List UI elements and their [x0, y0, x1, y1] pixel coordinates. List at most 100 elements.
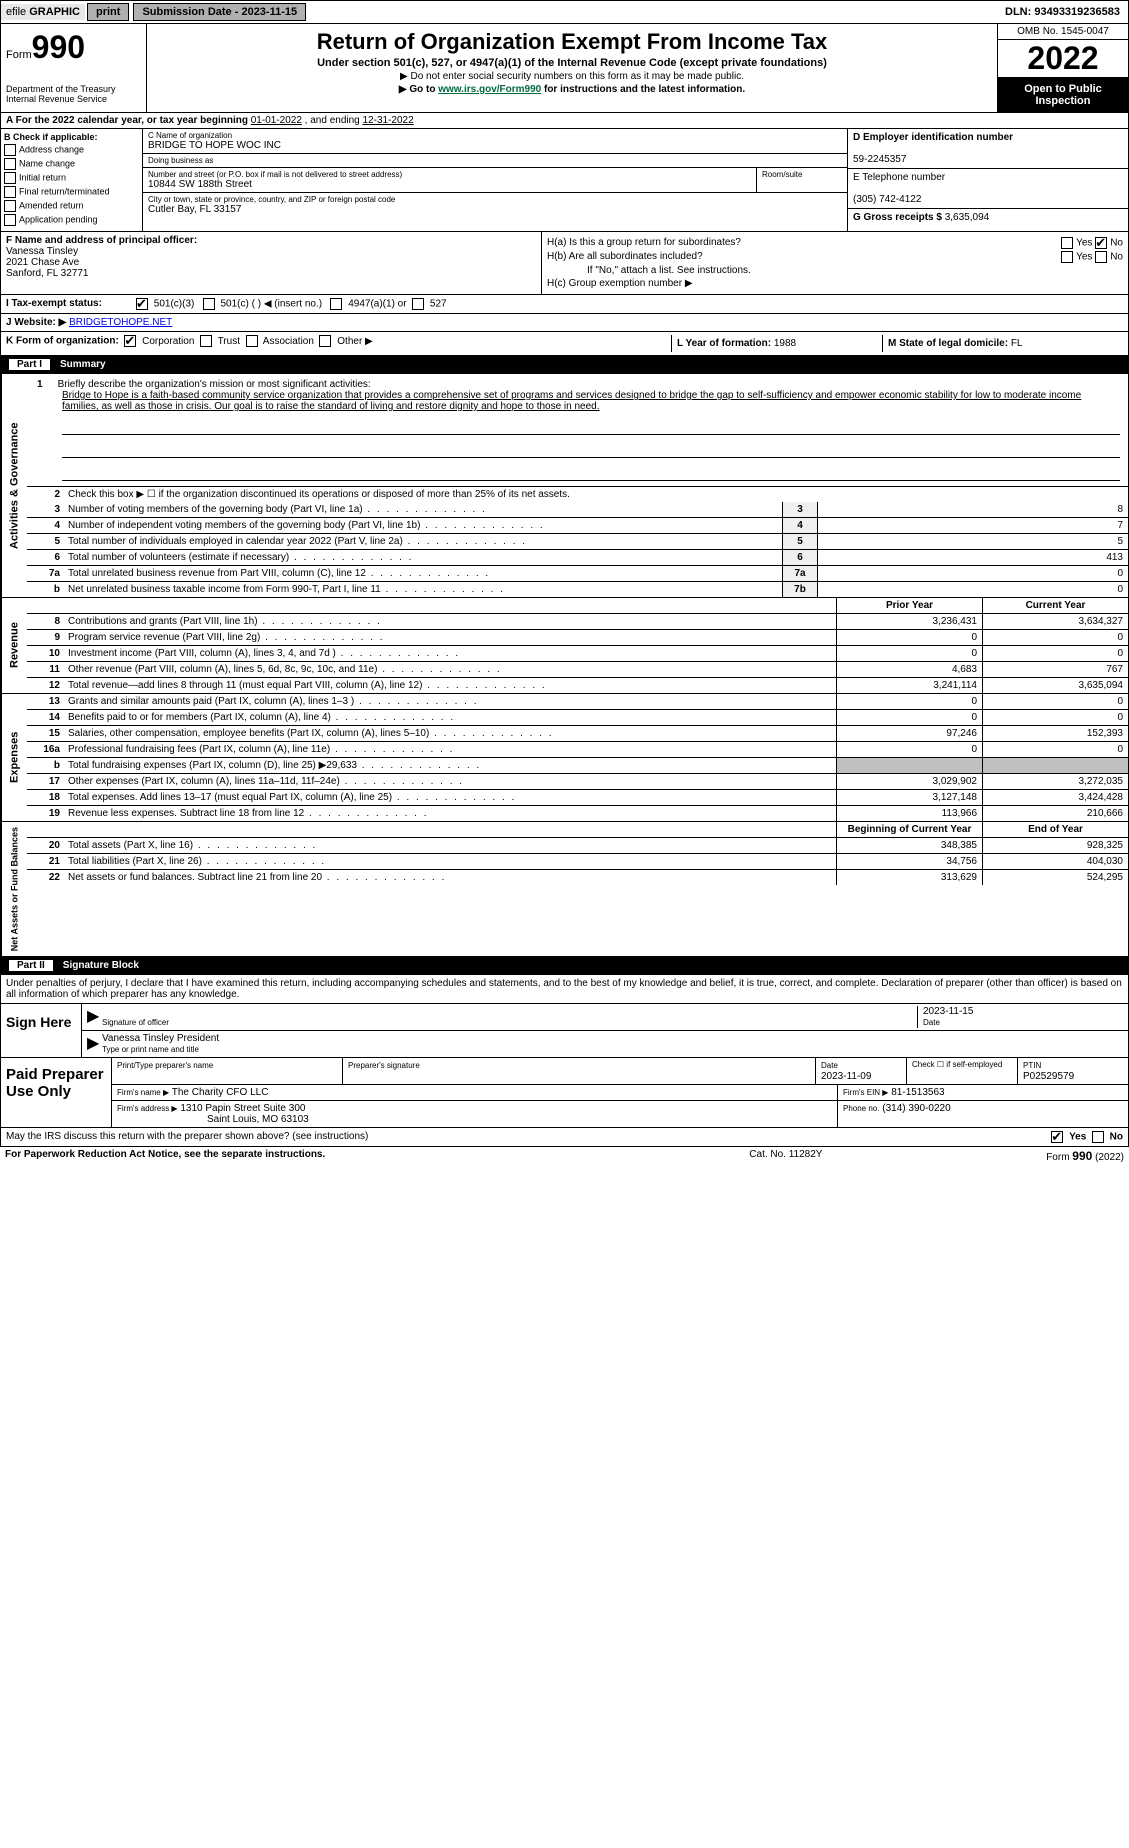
irs-link[interactable]: www.irs.gov/Form990: [438, 84, 541, 95]
k-trust[interactable]: Trust: [200, 336, 240, 347]
row-value: 5: [817, 534, 1128, 549]
pt-name-cell: Print/Type preparer's name: [112, 1058, 343, 1084]
k-other[interactable]: Other ▶: [319, 336, 372, 347]
row-desc: Program service revenue (Part VIII, line…: [65, 630, 836, 645]
hb-note: If "No," attach a list. See instructions…: [547, 265, 1123, 276]
current-year-value: 3,424,428: [982, 790, 1128, 805]
ha-yes[interactable]: Yes: [1061, 237, 1092, 249]
row-desc: Total unrelated business revenue from Pa…: [65, 566, 782, 581]
cb-address-change[interactable]: Address change: [4, 144, 139, 156]
row-box: 4: [782, 518, 817, 533]
row-num: 14: [27, 710, 65, 725]
form-title: Return of Organization Exempt From Incom…: [152, 29, 992, 55]
firm-ein-value: 81-1513563: [891, 1087, 944, 1098]
col-begin-year: Beginning of Current Year: [836, 822, 982, 837]
net-blank-num: [27, 822, 65, 837]
form-page-ref: Form 990 (2022): [1046, 1149, 1124, 1163]
current-year-value: 3,272,035: [982, 774, 1128, 789]
sign-here-label: Sign Here: [1, 1004, 82, 1057]
current-year-value: 0: [982, 646, 1128, 661]
k-corporation[interactable]: Corporation: [124, 336, 194, 347]
org-name-row: C Name of organization BRIDGE TO HOPE WO…: [143, 129, 847, 154]
sig-date-label: Date: [923, 1018, 940, 1027]
ha-no[interactable]: No: [1095, 237, 1123, 249]
m-state-domicile: M State of legal domicile: FL: [882, 335, 1123, 352]
i-501c3[interactable]: 501(c)(3): [136, 298, 194, 310]
k-association[interactable]: Association: [246, 336, 314, 347]
prior-year-value: 3,029,902: [836, 774, 982, 789]
hb-label: H(b) Are all subordinates included?: [547, 251, 1061, 263]
form-subtitle: Under section 501(c), 527, or 4947(a)(1)…: [152, 57, 992, 69]
efile-graphic: GRAPHIC: [29, 6, 80, 18]
ptin-cell: PTINP02529579: [1018, 1058, 1128, 1084]
row-desc: Other expenses (Part IX, column (A), lin…: [65, 774, 836, 789]
hb-row: H(b) Are all subordinates included? Yes …: [547, 251, 1123, 263]
cb-application-pending[interactable]: Application pending: [4, 214, 139, 226]
row-box: 7a: [782, 566, 817, 581]
i-4947[interactable]: 4947(a)(1) or: [330, 298, 406, 310]
firm-phone-cell: Phone no. (314) 390-0220: [838, 1101, 1128, 1127]
part-2-num: Part II: [9, 960, 53, 971]
table-row: 7a Total unrelated business revenue from…: [27, 566, 1128, 582]
prior-year-value: 3,241,114: [836, 678, 982, 693]
row-num: 15: [27, 726, 65, 741]
cb-name-change[interactable]: Name change: [4, 158, 139, 170]
table-row: 17 Other expenses (Part IX, column (A), …: [27, 774, 1128, 790]
pt-sig-label: Preparer's signature: [348, 1061, 420, 1070]
table-row: 10 Investment income (Part VIII, column …: [27, 646, 1128, 662]
ptin-value: P02529579: [1023, 1071, 1074, 1082]
prior-year-value: 3,236,431: [836, 614, 982, 629]
net-header: Beginning of Current Year End of Year: [27, 822, 1128, 838]
table-row: 4 Number of independent voting members o…: [27, 518, 1128, 534]
dept-treasury: Department of the Treasury Internal Reve…: [6, 84, 141, 104]
name-title-line: ▶ Vanessa Tinsley President Type or prin…: [82, 1031, 1128, 1057]
paid-preparer-label: Paid Preparer Use Only: [1, 1058, 111, 1127]
table-row: 18 Total expenses. Add lines 13–17 (must…: [27, 790, 1128, 806]
current-year-value: 0: [982, 742, 1128, 757]
q2-text: Check this box ▶ ☐ if the organization d…: [65, 487, 1128, 502]
table-row: 14 Benefits paid to or for members (Part…: [27, 710, 1128, 726]
i-501c[interactable]: 501(c) ( ) ◀ (insert no.): [203, 298, 322, 310]
row-num: 3: [27, 502, 65, 517]
k-form-org: K Form of organization: Corporation Trus…: [6, 335, 671, 352]
f-principal-officer: F Name and address of principal officer:…: [1, 232, 542, 294]
row-num: 18: [27, 790, 65, 805]
website-link[interactable]: BRIDGETOHOPE.NET: [69, 317, 172, 328]
page-footer: For Paperwork Reduction Act Notice, see …: [0, 1147, 1129, 1165]
part1-activities-governance: Activities & Governance 1Briefly describ…: [0, 374, 1129, 598]
q2-num: 2: [27, 487, 65, 502]
firm-name-line: Firm's name ▶ The Charity CFO LLC Firm's…: [112, 1085, 1128, 1101]
row-desc: Net assets or fund balances. Subtract li…: [65, 870, 836, 885]
discuss-no[interactable]: No: [1092, 1131, 1123, 1143]
city-row: City or town, state or province, country…: [143, 193, 847, 217]
side-tab-revenue: Revenue: [1, 598, 27, 693]
form-num-990: 990: [32, 29, 85, 65]
part1-revenue: Revenue Prior Year Current Year 8 Contri…: [0, 598, 1129, 694]
dept-line1: Department of the Treasury: [6, 84, 141, 94]
cb-final-return[interactable]: Final return/terminated: [4, 186, 139, 198]
row-desc: Contributions and grants (Part VIII, lin…: [65, 614, 836, 629]
sig-officer-label: Signature of officer: [102, 1018, 169, 1027]
part-1-title: Summary: [60, 359, 106, 370]
firm-addr1: 1310 Papin Street Suite 300: [180, 1103, 305, 1114]
efile-prefix: efile: [6, 6, 26, 18]
sig-date-value: 2023-11-15: [923, 1006, 973, 1017]
pt-self-employed[interactable]: Check ☐ if self-employed: [907, 1058, 1018, 1084]
ein-row: D Employer identification number 59-2245…: [848, 129, 1128, 169]
row-desc: Professional fundraising fees (Part IX, …: [65, 742, 836, 757]
hb-yes[interactable]: Yes: [1061, 251, 1092, 263]
cb-initial-return[interactable]: Initial return: [4, 172, 139, 184]
firm-addr2: Saint Louis, MO 63103: [207, 1114, 309, 1125]
l-value: 1988: [774, 338, 796, 349]
pt-date-label: Date: [821, 1061, 838, 1070]
cb-amended-return[interactable]: Amended return: [4, 200, 139, 212]
rev-blank-desc: [65, 598, 836, 613]
print-button[interactable]: print: [87, 3, 129, 21]
i-527[interactable]: 527: [412, 298, 446, 310]
pt-date-value: 2023-11-09: [821, 1071, 871, 1082]
box-b-label: B Check if applicable:: [4, 132, 98, 142]
ha-row: H(a) Is this a group return for subordin…: [547, 237, 1123, 249]
discuss-yes[interactable]: Yes: [1051, 1131, 1086, 1143]
hb-no[interactable]: No: [1095, 251, 1123, 263]
omb-number: OMB No. 1545-0047: [998, 24, 1128, 40]
